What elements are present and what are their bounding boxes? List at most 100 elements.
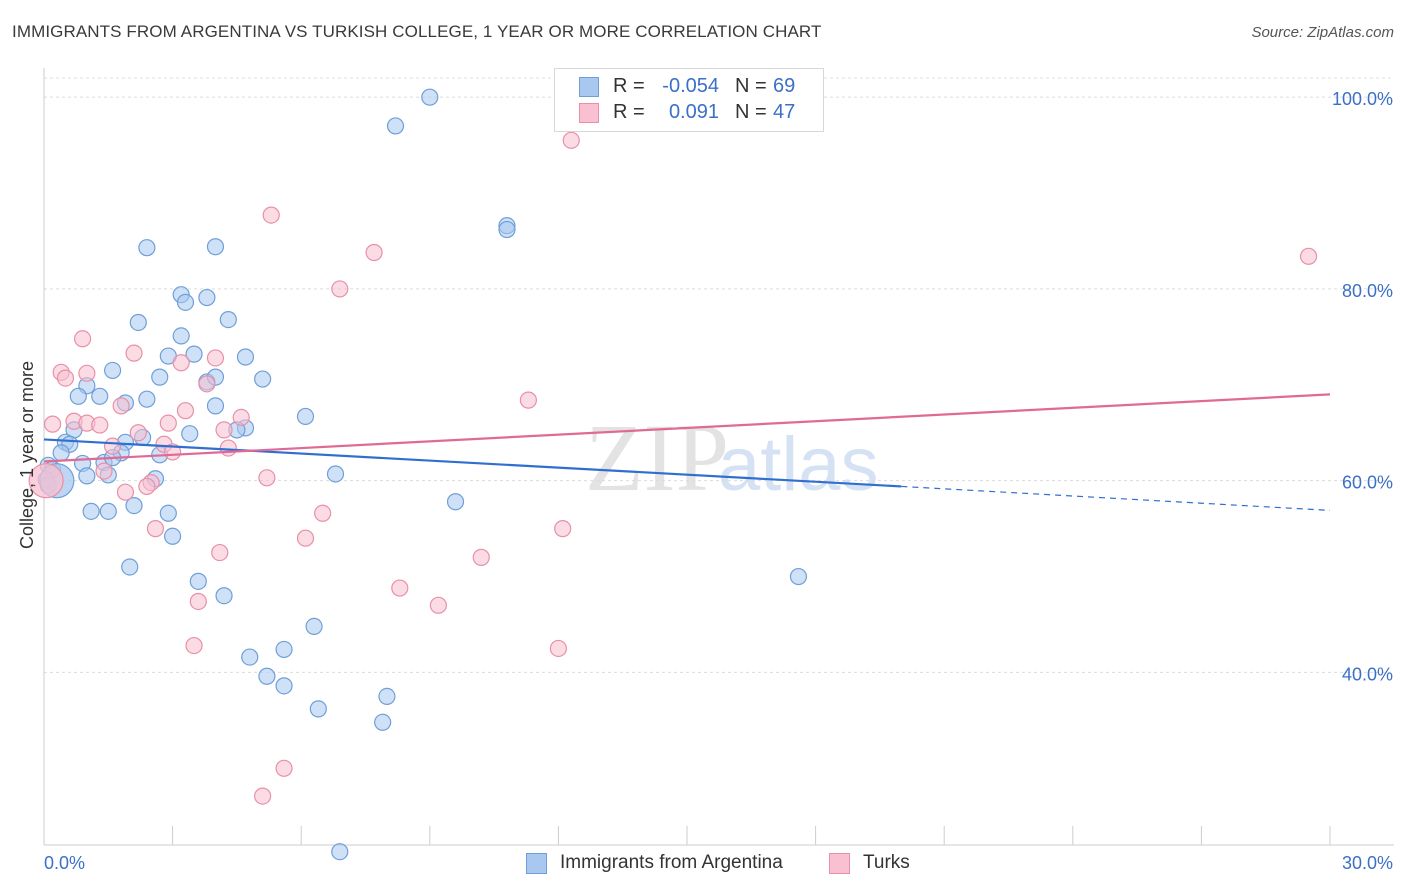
point-argentina xyxy=(159,504,177,522)
point-turks xyxy=(472,548,490,566)
point-turks xyxy=(176,402,195,420)
point-argentina xyxy=(82,502,100,520)
legend-swatch-turks xyxy=(579,103,599,123)
point-turks xyxy=(219,439,237,457)
point-turks xyxy=(254,787,272,805)
point-argentina xyxy=(386,117,405,135)
point-argentina xyxy=(176,293,195,311)
trend-line-turks xyxy=(43,393,1331,463)
point-turks xyxy=(365,243,383,262)
point-argentina xyxy=(172,327,190,345)
chart-title: IMMIGRANTS FROM ARGENTINA VS TURKISH COL… xyxy=(12,22,822,41)
point-turks xyxy=(206,349,225,367)
legend-n-value: 69 xyxy=(773,75,796,97)
point-argentina xyxy=(498,220,516,239)
point-argentina xyxy=(198,288,216,307)
point-turks xyxy=(43,415,62,433)
point-argentina xyxy=(52,444,70,462)
point-turks xyxy=(198,375,216,393)
point-turks xyxy=(232,408,250,426)
point-argentina xyxy=(254,370,272,388)
y-tick-label: 60.0% xyxy=(1342,473,1393,493)
point-turks xyxy=(275,759,293,777)
point-argentina xyxy=(164,527,182,545)
point-turks xyxy=(112,397,130,415)
point-argentina xyxy=(258,667,276,685)
point-argentina xyxy=(99,502,117,520)
point-argentina xyxy=(125,497,143,515)
point-turks xyxy=(28,463,64,499)
watermark-atlas: atlas xyxy=(718,422,879,507)
point-argentina xyxy=(206,397,225,415)
point-turks xyxy=(429,596,447,614)
point-turks xyxy=(78,364,96,382)
point-argentina xyxy=(326,465,345,483)
point-turks xyxy=(1299,247,1318,265)
point-argentina xyxy=(275,677,293,695)
point-turks xyxy=(215,421,233,439)
point-argentina xyxy=(91,387,109,405)
point-argentina xyxy=(181,425,199,443)
legend-n-value: 47 xyxy=(773,101,796,123)
trend-line-argentina-extension xyxy=(901,485,1331,511)
point-turks xyxy=(125,344,143,362)
point-argentina xyxy=(206,238,225,256)
bottom-legend-swatch-argentina xyxy=(526,853,547,874)
point-turks xyxy=(159,414,177,432)
bottom-legend-label-turks: Turks xyxy=(863,852,910,873)
legend-r-label: R = xyxy=(613,101,645,123)
point-argentina xyxy=(241,648,259,666)
point-argentina xyxy=(189,572,207,590)
point-turks xyxy=(211,543,229,562)
legend-r-value: -0.054 xyxy=(662,75,719,97)
y-tick-label: 80.0% xyxy=(1342,281,1393,301)
point-argentina xyxy=(78,467,96,485)
y-tick-label: 40.0% xyxy=(1342,664,1393,684)
y-tick-label: 100.0% xyxy=(1332,89,1393,109)
point-argentina xyxy=(103,361,122,380)
point-turks xyxy=(103,437,122,455)
legend-n-label: N = xyxy=(735,101,767,123)
point-argentina xyxy=(69,387,87,405)
point-argentina xyxy=(138,239,156,257)
point-turks xyxy=(554,520,572,538)
point-turks xyxy=(331,280,349,298)
point-turks xyxy=(172,354,190,372)
point-turks xyxy=(562,131,580,149)
point-argentina xyxy=(378,687,396,705)
point-turks xyxy=(129,424,147,442)
point-argentina xyxy=(215,587,233,605)
point-turks xyxy=(56,369,75,387)
x-tick-label: 30.0% xyxy=(1342,853,1393,873)
point-turks xyxy=(314,504,332,522)
bottom-legend-swatch-turks xyxy=(829,853,850,874)
legend-swatch-argentina xyxy=(579,77,599,97)
point-turks xyxy=(95,462,113,480)
point-argentina xyxy=(446,493,465,511)
trend-line-argentina xyxy=(43,438,902,488)
point-turks xyxy=(549,639,568,658)
point-turks xyxy=(262,206,280,224)
source-note: Source: ZipAtlas.com xyxy=(1251,24,1394,41)
point-argentina xyxy=(331,843,349,861)
point-argentina xyxy=(129,313,147,332)
point-argentina xyxy=(296,407,315,426)
point-argentina xyxy=(219,311,237,329)
point-argentina xyxy=(151,368,169,386)
point-argentina xyxy=(275,640,293,659)
point-argentina xyxy=(236,348,255,366)
legend-r-value: 0.091 xyxy=(668,101,719,123)
point-turks xyxy=(189,592,207,611)
point-turks xyxy=(73,330,92,348)
point-argentina xyxy=(138,390,156,408)
point-turks xyxy=(391,579,409,597)
legend-r-label: R = xyxy=(613,75,645,97)
point-argentina xyxy=(421,88,439,106)
point-argentina xyxy=(121,558,139,576)
legend-n-label: N = xyxy=(735,75,767,97)
y-axis-label: College, 1 year or more xyxy=(17,361,37,549)
point-turks xyxy=(116,483,135,501)
point-turks xyxy=(258,469,276,487)
watermark-zip: ZIP xyxy=(585,404,729,511)
